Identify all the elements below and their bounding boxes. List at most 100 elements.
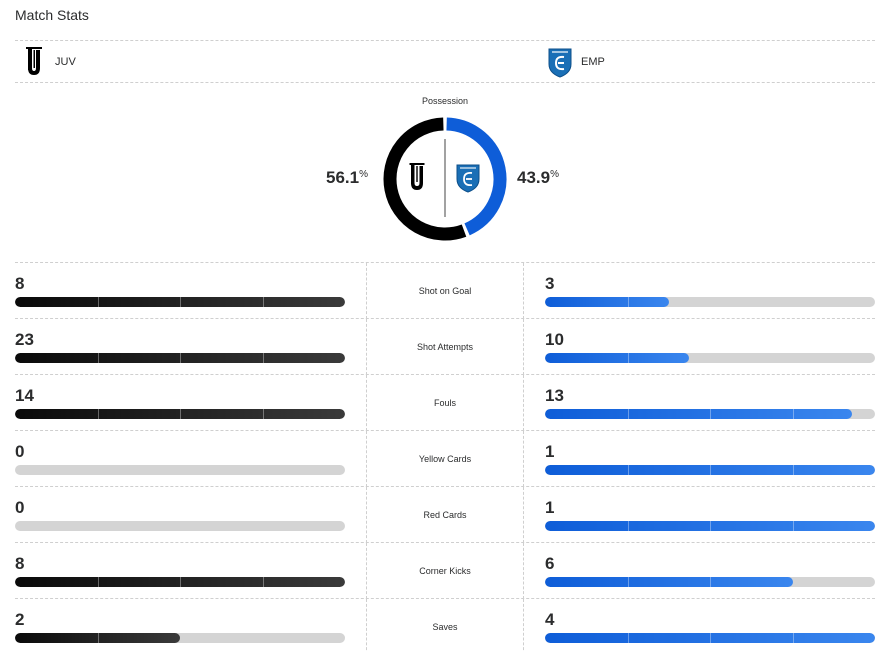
home-stat-bar (15, 353, 345, 363)
away-stat-bar-fill (545, 577, 793, 587)
stat-bar-segment (180, 409, 181, 419)
home-stat-bar (15, 521, 345, 531)
away-stat-bar (545, 577, 875, 587)
away-stat-bar (545, 465, 875, 475)
home-possession-number: 56.1 (326, 168, 360, 187)
stat-bar-segment (710, 409, 711, 419)
away-stat-bar (545, 409, 875, 419)
away-stat-bar (545, 633, 875, 643)
juventus-logo-icon (21, 46, 47, 78)
stat-bar-segment (262, 577, 264, 587)
stat-bar-segment (710, 633, 711, 643)
away-stat-value: 1 (545, 498, 555, 517)
away-stat-bar-fill (545, 633, 875, 643)
stat-row: 8 Corner Kicks 6 (15, 542, 875, 599)
teams-header: JUV EMP (15, 40, 875, 83)
stat-label: Red Cards (366, 487, 524, 543)
away-possession-unit: % (550, 169, 559, 180)
home-stat-bar-fill (15, 353, 345, 363)
away-stat-bar (545, 521, 875, 531)
stat-bar-segment (180, 577, 181, 587)
away-stat-bar-fill (545, 409, 852, 419)
away-stat-value: 4 (545, 610, 555, 629)
stat-label: Corner Kicks (366, 543, 524, 599)
stats-table: 8 Shot on Goal 3 23 Shot Attempts 10 14 Fouls 13… (15, 262, 875, 652)
stat-row: 0 Yellow Cards 1 (15, 430, 875, 487)
stat-row: 14 Fouls 13 (15, 374, 875, 431)
stat-bar-segment (180, 353, 181, 363)
stat-bar-segment (262, 409, 264, 419)
stat-row: 0 Red Cards 1 (15, 486, 875, 543)
away-stat-bar-fill (545, 465, 875, 475)
away-possession-number: 43.9 (517, 168, 551, 187)
away-team-abbr: EMP (581, 56, 605, 68)
home-stat-bar (15, 465, 345, 475)
stat-label: Yellow Cards (366, 431, 524, 487)
possession-donut-chart (383, 117, 507, 241)
stat-bar-segment (792, 465, 794, 475)
away-stat-bar (545, 297, 875, 307)
page-title: Match Stats (15, 7, 89, 23)
stat-bar-segment (180, 297, 181, 307)
empoli-logo-icon (456, 164, 480, 193)
home-stat-bar (15, 633, 345, 643)
stat-bar-segment (627, 353, 629, 363)
home-team-abbr: JUV (55, 56, 76, 68)
stat-row: 23 Shot Attempts 10 (15, 318, 875, 375)
away-stat-bar-fill (545, 521, 875, 531)
stat-label: Shot on Goal (366, 263, 524, 319)
stat-bar-segment (792, 409, 794, 419)
juventus-logo-icon (409, 163, 425, 190)
stat-bar-segment (627, 409, 629, 419)
home-stat-bar (15, 409, 345, 419)
stat-bar-segment (97, 633, 99, 643)
home-possession-value: 56.1% (326, 168, 368, 188)
empoli-logo-icon (547, 46, 573, 78)
home-stat-bar (15, 297, 345, 307)
stat-bar-segment (792, 521, 794, 531)
stat-bar-segment (627, 521, 629, 531)
home-stat-value: 0 (15, 498, 25, 517)
away-stat-value: 10 (545, 330, 564, 349)
stat-label: Fouls (366, 375, 524, 431)
stat-row: 2 Saves 4 (15, 598, 875, 652)
away-stat-bar-fill (545, 353, 689, 363)
home-possession-arc (383, 117, 467, 241)
home-stat-value: 23 (15, 330, 34, 349)
home-stat-value: 14 (15, 386, 34, 405)
stat-label: Shot Attempts (366, 319, 524, 375)
stat-bar-segment (97, 353, 99, 363)
home-stat-bar-fill (15, 633, 180, 643)
stat-bar-segment (627, 633, 629, 643)
home-stat-bar-fill (15, 409, 345, 419)
away-team[interactable]: EMP (547, 41, 605, 83)
possession-label: Possession (421, 96, 469, 106)
home-stat-value: 2 (15, 610, 25, 629)
away-possession-value: 43.9% (517, 168, 559, 188)
stat-bar-segment (97, 297, 99, 307)
stat-label: Saves (366, 599, 524, 652)
stat-bar-segment (262, 353, 264, 363)
home-stat-value: 8 (15, 274, 25, 293)
stat-bar-segment (97, 577, 99, 587)
home-stat-bar (15, 577, 345, 587)
away-stat-bar (545, 353, 875, 363)
away-stat-value: 13 (545, 386, 564, 405)
stat-bar-segment (710, 521, 711, 531)
away-stat-value: 1 (545, 442, 555, 461)
home-team[interactable]: JUV (21, 41, 76, 83)
home-possession-unit: % (359, 169, 368, 180)
stat-bar-segment (627, 465, 629, 475)
stat-bar-segment (792, 633, 794, 643)
stat-bar-segment (627, 297, 629, 307)
stat-bar-segment (97, 409, 99, 419)
away-stat-value: 3 (545, 274, 555, 293)
home-stat-value: 8 (15, 554, 25, 573)
stat-bar-segment (627, 577, 629, 587)
stat-bar-segment (710, 465, 711, 475)
home-stat-bar-fill (15, 297, 345, 307)
stat-row: 8 Shot on Goal 3 (15, 262, 875, 319)
stat-bar-segment (710, 577, 711, 587)
away-stat-value: 6 (545, 554, 555, 573)
away-stat-bar-fill (545, 297, 669, 307)
